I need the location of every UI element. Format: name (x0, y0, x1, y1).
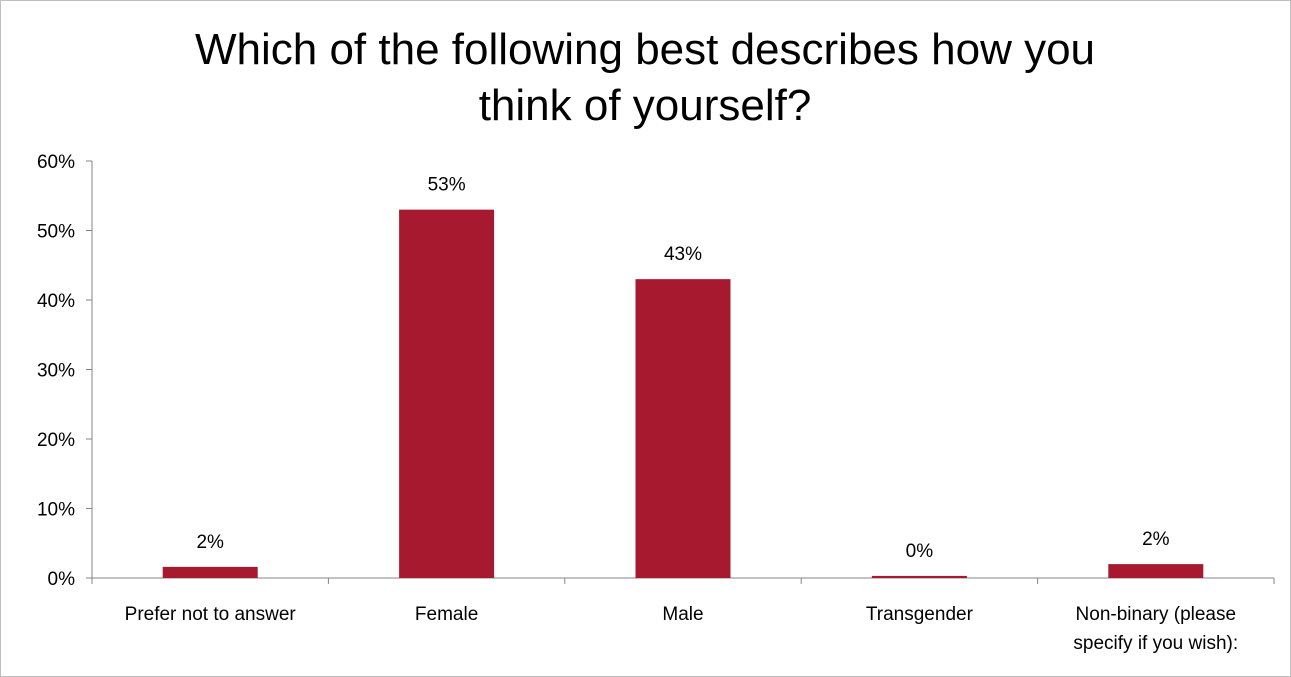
data-label: 2% (196, 532, 224, 553)
y-tick-label: 10% (37, 500, 75, 521)
y-tick-label: 30% (37, 361, 75, 382)
bar (162, 566, 258, 578)
x-tick-label: Transgender (866, 604, 974, 625)
x-tick-label: Female (415, 604, 478, 625)
y-tick-label: 20% (37, 430, 75, 451)
x-tick-label: Male (662, 604, 703, 625)
x-tick-label: specify if you wish): (1073, 633, 1238, 654)
bar (871, 575, 967, 578)
bar (399, 209, 495, 578)
data-label: 43% (664, 244, 702, 265)
chart-title-line-1: Which of the following best describes ho… (194, 25, 1096, 74)
y-tick-label: 40% (37, 291, 75, 312)
x-tick-label: Prefer not to answer (125, 604, 297, 625)
data-label: 53% (428, 175, 466, 196)
y-tick-label: 60% (37, 152, 75, 173)
y-tick-label: 50% (37, 222, 75, 243)
x-tick-label: Non-binary (please (1076, 604, 1237, 625)
data-label: 0% (906, 541, 934, 562)
chart-title-line-2: think of yourself? (478, 81, 812, 130)
data-label: 2% (1142, 529, 1170, 550)
bar (635, 279, 731, 578)
y-tick-label: 0% (48, 569, 76, 590)
bar (1108, 564, 1204, 578)
